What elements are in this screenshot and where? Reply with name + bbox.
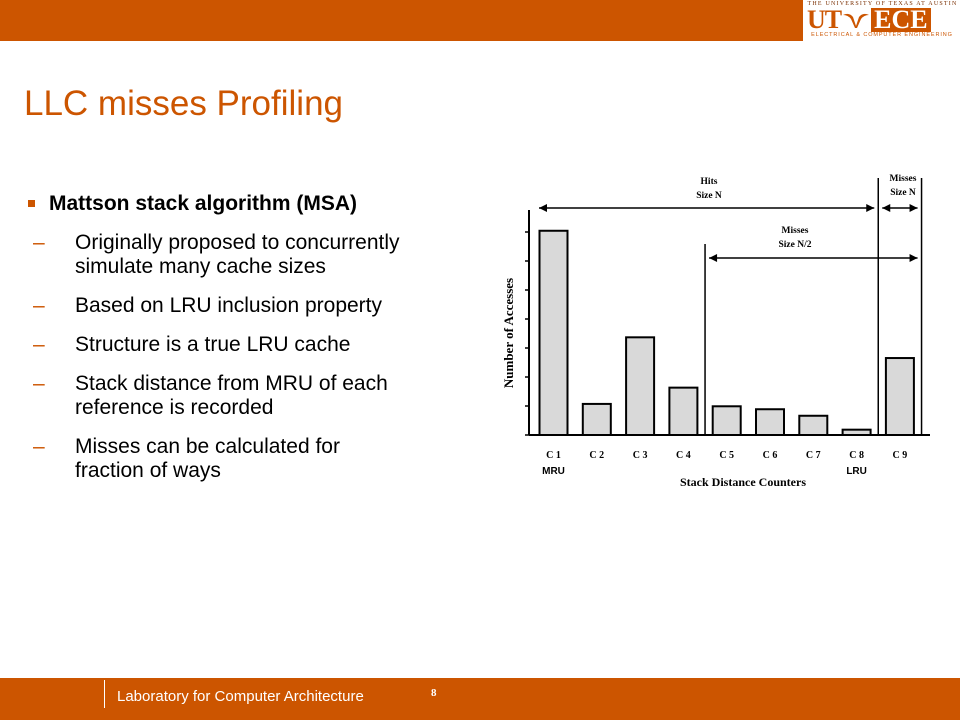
dash-icon: –: [33, 435, 45, 458]
subbullet-text: fraction of ways: [75, 459, 221, 482]
bar: [668, 386, 699, 436]
dash-icon: –: [33, 231, 45, 254]
y-axis-title: Number of Accesses: [501, 278, 516, 388]
misses-full-arrow-head: [882, 204, 891, 212]
footer-bar: [0, 678, 960, 720]
x-tick-label: C 4: [676, 450, 691, 461]
x-tick-label: C 2: [589, 450, 604, 461]
annotation-label: Size N: [890, 188, 916, 198]
bar: [625, 336, 656, 437]
bullet-text: Mattson stack algorithm (MSA): [49, 192, 358, 215]
slide-title: LLC misses Profiling: [24, 84, 343, 123]
bar: [711, 405, 742, 436]
x-tick-sublabel: MRU: [542, 466, 565, 477]
annotation-label: Size N: [696, 191, 722, 201]
x-tick-sublabel: LRU: [846, 466, 867, 477]
ut-ece-logo: THE UNIVERSITY OF TEXAS AT AUSTIN UT ECE…: [803, 0, 960, 41]
x-tick-label: C 5: [719, 450, 734, 461]
annotation-label: Hits: [701, 177, 718, 187]
longhorn-icon: [843, 13, 870, 28]
logo-ut: UT: [807, 5, 842, 34]
subbullet-item: – Misses can be calculated for fraction o…: [28, 435, 498, 483]
footer-lab-name: Laboratory for Computer Architecture: [117, 688, 364, 705]
bullet-list: Mattson stack algorithm (MSA) – Original…: [28, 192, 498, 483]
x-tick-label: C 7: [806, 450, 821, 461]
subbullet-item: – Originally proposed to concurrently sim…: [28, 231, 498, 279]
x-tick-label: C 1: [546, 450, 561, 461]
footer-divider: [104, 680, 105, 708]
subbullet-text: Structure is a true LRU cache: [75, 333, 351, 356]
subbullet-item: – Stack distance from MRU of each referen…: [28, 372, 498, 420]
subbullet-item: – Structure is a true LRU cache: [28, 333, 498, 357]
x-axis-title: Stack Distance Counters: [680, 475, 806, 489]
x-tick-label: C 9: [893, 450, 908, 461]
subbullet-text: simulate many cache sizes: [75, 255, 326, 278]
hits-arrow-head: [866, 204, 875, 212]
x-tick-label: C 8: [849, 450, 864, 461]
annotation-label: Size N/2: [779, 240, 812, 250]
hits-arrow-head: [539, 204, 547, 212]
header-bar: [0, 0, 960, 41]
bar: [755, 408, 785, 437]
x-tick-label: C 6: [763, 450, 778, 461]
subbullet-item: – Based on LRU inclusion property: [28, 294, 498, 318]
logo-subtitle: ELECTRICAL & COMPUTER ENGINEERING: [811, 32, 953, 38]
misses-half-arrow-head: [709, 254, 718, 262]
bar: [798, 414, 829, 436]
bar: [884, 357, 915, 436]
subbullet-text: Based on LRU inclusion property: [75, 294, 383, 317]
misses-half-arrow-head: [909, 254, 918, 262]
stack-distance-chart: C 1 MRU C 2 C 3 C 4 C 5 C 6 C 7 C 8 LRU C 9 Stack D…: [501, 174, 930, 489]
subbullet-text: Stack distance from MRU of each: [75, 372, 388, 395]
bar: [538, 229, 569, 437]
misses-full-arrow-head: [909, 204, 918, 212]
page-number: 8: [431, 687, 437, 699]
subbullet-text: Originally proposed to concurrently: [75, 231, 400, 254]
annotation-label: Misses: [782, 226, 809, 236]
x-tick-label: C 3: [633, 450, 648, 461]
logo-tagline: THE UNIVERSITY OF TEXAS AT AUSTIN: [807, 1, 958, 7]
bullet-square-icon: [28, 200, 35, 207]
dash-icon: –: [33, 372, 45, 395]
logo-mark: UT ECE: [807, 5, 957, 34]
bullet-item: Mattson stack algorithm (MSA): [28, 192, 498, 216]
bar: [581, 402, 612, 436]
annotation-label: Misses: [890, 174, 917, 184]
subbullet-text: Misses can be calculated for: [75, 435, 340, 458]
dash-icon: –: [33, 294, 45, 317]
dash-icon: –: [33, 333, 45, 356]
subbullet-text: reference is recorded: [75, 396, 274, 419]
bar: [841, 428, 872, 436]
logo-ece: ECE: [871, 7, 931, 33]
